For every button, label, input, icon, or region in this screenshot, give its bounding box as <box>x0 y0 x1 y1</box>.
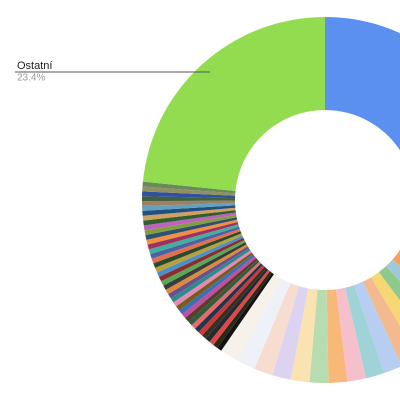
slice <box>392 252 400 267</box>
slice <box>141 196 236 202</box>
slice <box>148 224 240 255</box>
slice <box>217 272 274 351</box>
slice <box>290 288 318 383</box>
slice <box>213 271 272 348</box>
slice <box>170 248 251 303</box>
slice <box>165 244 248 295</box>
slice <box>142 200 236 207</box>
slice <box>142 186 236 196</box>
slice <box>191 261 262 329</box>
slice <box>182 256 257 318</box>
slice <box>202 266 267 339</box>
slice <box>142 17 325 191</box>
slice <box>161 239 246 286</box>
slice <box>156 235 244 277</box>
slice <box>221 274 282 361</box>
slice <box>325 17 400 151</box>
slice <box>326 289 348 383</box>
slice <box>371 272 400 326</box>
slice <box>354 281 400 374</box>
slice <box>335 287 367 382</box>
slice <box>179 254 255 315</box>
slice <box>198 265 265 336</box>
slice <box>237 279 291 369</box>
slice <box>309 289 329 383</box>
slice <box>145 217 238 240</box>
slice <box>158 237 245 282</box>
slice <box>142 181 236 194</box>
slice <box>194 263 263 333</box>
slice <box>254 283 300 376</box>
slice <box>168 246 250 299</box>
slice <box>150 226 240 259</box>
slice <box>142 207 236 221</box>
slice <box>144 214 237 236</box>
slice <box>185 258 258 322</box>
slice <box>155 233 243 273</box>
slice <box>143 210 236 226</box>
slice <box>188 259 260 326</box>
slice <box>146 219 238 245</box>
slice <box>176 252 254 311</box>
slice <box>163 242 247 290</box>
slice <box>362 277 400 363</box>
slice <box>151 228 241 264</box>
slice <box>345 285 385 379</box>
slice <box>143 212 237 231</box>
slice <box>142 202 236 211</box>
slice <box>142 191 236 199</box>
slice <box>147 221 239 250</box>
slice <box>272 286 309 380</box>
slice <box>153 231 242 268</box>
slice <box>142 205 236 216</box>
slice <box>173 250 252 307</box>
slice <box>385 259 400 282</box>
slice <box>205 268 269 342</box>
slice <box>378 266 400 301</box>
slice-value-label: 23.4% <box>17 73 45 84</box>
slice-label: Ostatní <box>17 60 52 72</box>
slice <box>209 269 271 345</box>
